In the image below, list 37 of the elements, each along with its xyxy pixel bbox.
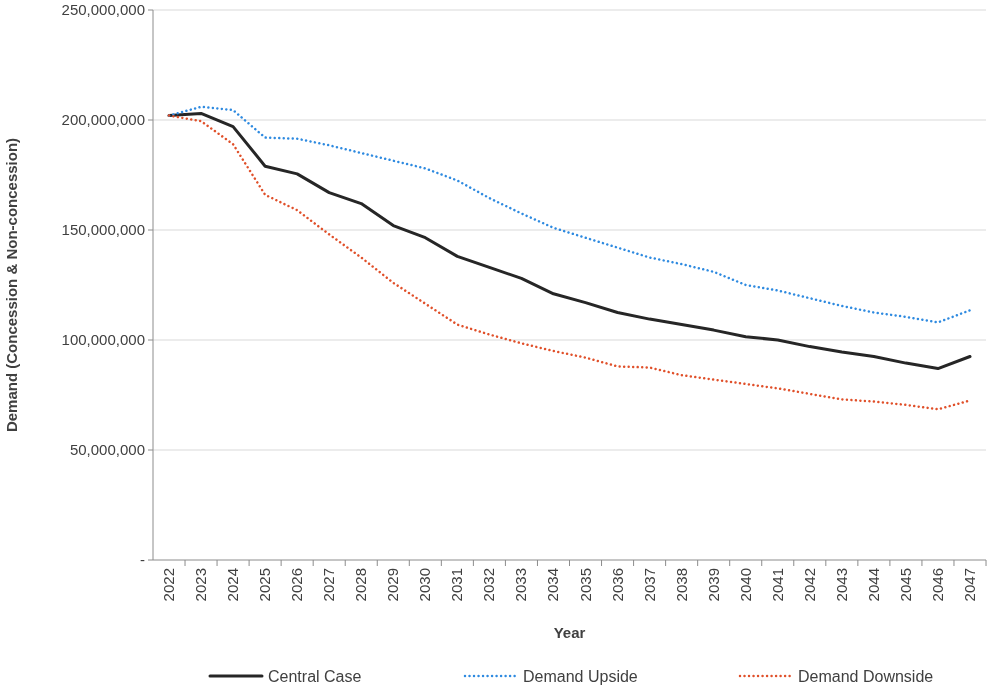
x-tick-label: 2028	[352, 568, 370, 602]
y-tick-label: 50,000,000	[69, 441, 145, 459]
x-tick-label: 2040	[736, 568, 754, 602]
x-tick-label: 2044	[864, 568, 882, 602]
x-tick-label: 2043	[832, 568, 850, 602]
legend-label: Demand Downside	[798, 667, 934, 685]
legend-label: Central Case	[268, 667, 362, 685]
x-tick-label: 2041	[768, 568, 786, 602]
x-tick-label: 2033	[512, 568, 530, 602]
x-tick-label: 2030	[416, 568, 434, 602]
x-tick-label: 2031	[448, 568, 466, 602]
x-tick-label: 2023	[192, 568, 210, 602]
x-tick-label: 2039	[704, 568, 722, 602]
y-tick-label: 200,000,000	[61, 111, 145, 129]
x-tick-label: 2022	[160, 568, 177, 602]
x-tick-label: 2037	[640, 568, 658, 602]
x-tick-label: 2045	[896, 568, 914, 602]
x-tick-label: 2034	[544, 568, 562, 602]
x-tick-label: 2035	[576, 568, 594, 602]
x-tick-label: 2032	[480, 568, 498, 602]
x-tick-label: 2042	[800, 568, 818, 602]
x-tick-label: 2047	[961, 568, 978, 602]
y-tick-label: -	[140, 551, 145, 569]
y-tick-label: 150,000,000	[61, 221, 145, 239]
y-tick-label: 250,000,000	[61, 1, 145, 19]
x-tick-label: 2024	[224, 568, 242, 602]
x-tick-label: 2025	[256, 568, 274, 602]
y-axis-title: Demand (Concession & Non-concession)	[3, 137, 20, 433]
y-tick-label: 100,000,000	[61, 331, 145, 349]
x-tick-label: 2046	[928, 568, 946, 602]
legend-label: Demand Upside	[523, 667, 638, 685]
x-tick-label: 2038	[672, 568, 690, 602]
x-axis-title: Year	[553, 624, 586, 641]
x-tick-label: 2036	[608, 568, 626, 602]
x-tick-label: 2029	[384, 568, 402, 602]
x-tick-label: 2026	[288, 568, 306, 602]
x-tick-label: 2027	[320, 568, 338, 602]
